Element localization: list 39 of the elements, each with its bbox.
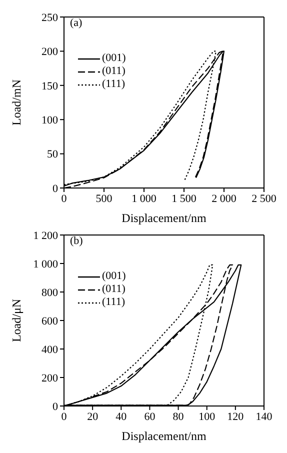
legend-label: (001): [102, 52, 126, 65]
x-tick-label: 2 500: [252, 192, 277, 205]
legend-label: (001): [102, 270, 126, 283]
y-tick-label: 1 200: [33, 230, 58, 242]
legend-label: (011): [102, 65, 126, 78]
y-tick-label: 50: [47, 148, 58, 161]
y-axis-title: Load/mN: [9, 79, 24, 126]
annotation: (a): [70, 17, 82, 29]
legend-label: (111): [102, 78, 126, 91]
x-tick-label: 1 000: [132, 192, 157, 205]
x-axis-title: Displacement/nm: [122, 211, 207, 225]
y-tick-label: 200: [42, 372, 58, 384]
y-tick-label: 600: [42, 315, 58, 328]
y-tick-label: 250: [42, 12, 58, 24]
y-tick-label: 100: [42, 114, 58, 127]
legend-label: (011): [102, 283, 126, 296]
x-tick-label: 140: [256, 410, 273, 423]
x-tick-label: 100: [198, 410, 216, 423]
x-tick-label: 40: [116, 410, 128, 423]
x-tick-label: 1 500: [172, 192, 197, 205]
y-tick-label: 0: [52, 182, 58, 195]
y-axis-title: Load/μN: [9, 298, 24, 342]
x-tick-label: 0: [61, 192, 68, 205]
y-tick-label: 150: [42, 80, 58, 92]
y-tick-label: 800: [42, 286, 58, 299]
x-tick-label: 0: [61, 410, 68, 423]
x-axis-title: Displacement/nm: [122, 429, 207, 443]
legend-label: (111): [102, 296, 126, 309]
y-tick-label: 200: [42, 46, 58, 58]
y-tick-label: 1 000: [33, 258, 58, 270]
x-tick-label: 60: [144, 410, 156, 423]
x-tick-label: 80: [172, 410, 184, 423]
x-tick-label: 2 000: [212, 192, 237, 205]
x-tick-label: 120: [227, 410, 244, 423]
annotation: (b): [70, 235, 83, 247]
y-tick-label: 0: [52, 400, 58, 413]
x-tick-label: 500: [96, 192, 113, 205]
x-tick-label: 20: [87, 410, 99, 423]
y-tick-label: 400: [42, 344, 58, 356]
